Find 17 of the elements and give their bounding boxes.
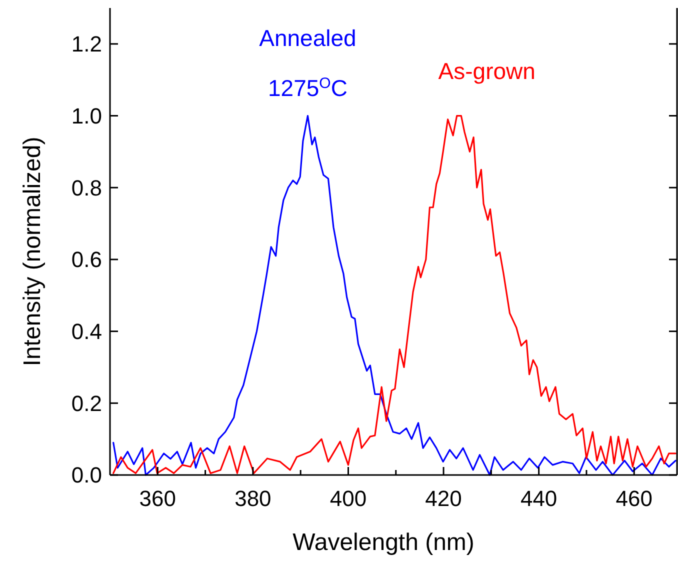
y-tick-label: 0.4 (71, 319, 102, 344)
y-tick-label: 0.8 (71, 175, 102, 200)
y-tick-label: 0.0 (71, 462, 102, 488)
series-label: As-grown (438, 58, 536, 84)
y-axis-title: Intensity (normalized) (19, 136, 46, 366)
x-tick-label: 360 (139, 486, 176, 511)
text: Annealed 1275$^{O}$C (259, 24, 356, 101)
y-tick-label: 0.2 (71, 390, 102, 416)
y-tick-label: 1.2 (71, 32, 102, 57)
x-axis-title: Wavelength (nm) (292, 529, 474, 556)
x-tick-label: 460 (616, 486, 652, 511)
y-tick-label: 0.6 (71, 247, 102, 272)
x-tick-label: 420 (425, 486, 462, 511)
y-tick-label: 1.0 (71, 103, 102, 128)
x-tick-label: 440 (520, 486, 558, 511)
x-tick-label: 380 (234, 486, 272, 511)
x-tick-label: 400 (330, 486, 367, 511)
